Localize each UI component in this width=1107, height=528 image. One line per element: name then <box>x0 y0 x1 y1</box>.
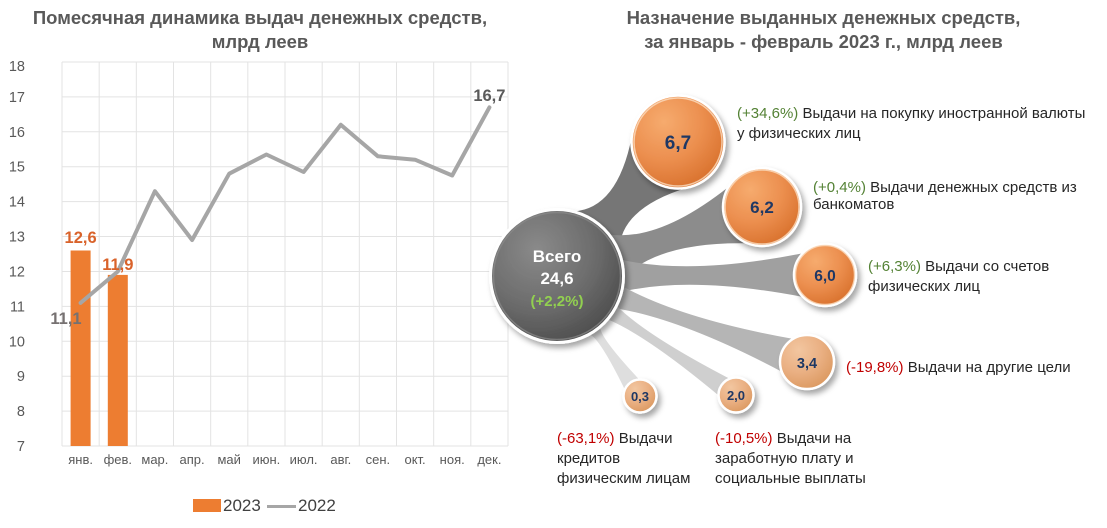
svg-text:6,0: 6,0 <box>814 268 836 285</box>
svg-text:(-19,8%) Выдачи на другие цели: (-19,8%) Выдачи на другие цели <box>846 359 1071 376</box>
svg-text:кредитов: кредитов <box>557 450 620 467</box>
svg-text:банкоматов: банкоматов <box>813 196 894 213</box>
svg-text:физическим лицам: физическим лицам <box>557 470 690 487</box>
svg-text:(+2,2%): (+2,2%) <box>531 293 584 310</box>
svg-text:(+34,6%) Выдачи на покупку ино: (+34,6%) Выдачи на покупку иностранной в… <box>737 105 1085 122</box>
svg-text:(-63,1%) Выдачи: (-63,1%) Выдачи <box>557 430 672 447</box>
svg-text:(-10,5%) Выдачи на: (-10,5%) Выдачи на <box>715 430 852 447</box>
svg-text:6,7: 6,7 <box>665 133 691 154</box>
svg-text:(+6,3%) Выдачи со счетов: (+6,3%) Выдачи со счетов <box>868 258 1049 275</box>
svg-text:у физических лиц: у физических лиц <box>737 125 861 142</box>
svg-text:заработную плату и: заработную плату и <box>715 450 854 467</box>
svg-text:2,0: 2,0 <box>727 388 745 403</box>
svg-text:социальные выплаты: социальные выплаты <box>715 470 866 487</box>
svg-text:24,6: 24,6 <box>540 269 573 288</box>
svg-text:0,3: 0,3 <box>631 389 649 404</box>
svg-text:Всего: Всего <box>533 247 581 266</box>
svg-text:6,2: 6,2 <box>750 198 774 217</box>
svg-text:физических лиц: физических лиц <box>868 278 980 295</box>
svg-text:3,4: 3,4 <box>797 356 817 372</box>
svg-text:(+0,4%) Выдачи денежных средст: (+0,4%) Выдачи денежных средств из <box>813 179 1077 196</box>
